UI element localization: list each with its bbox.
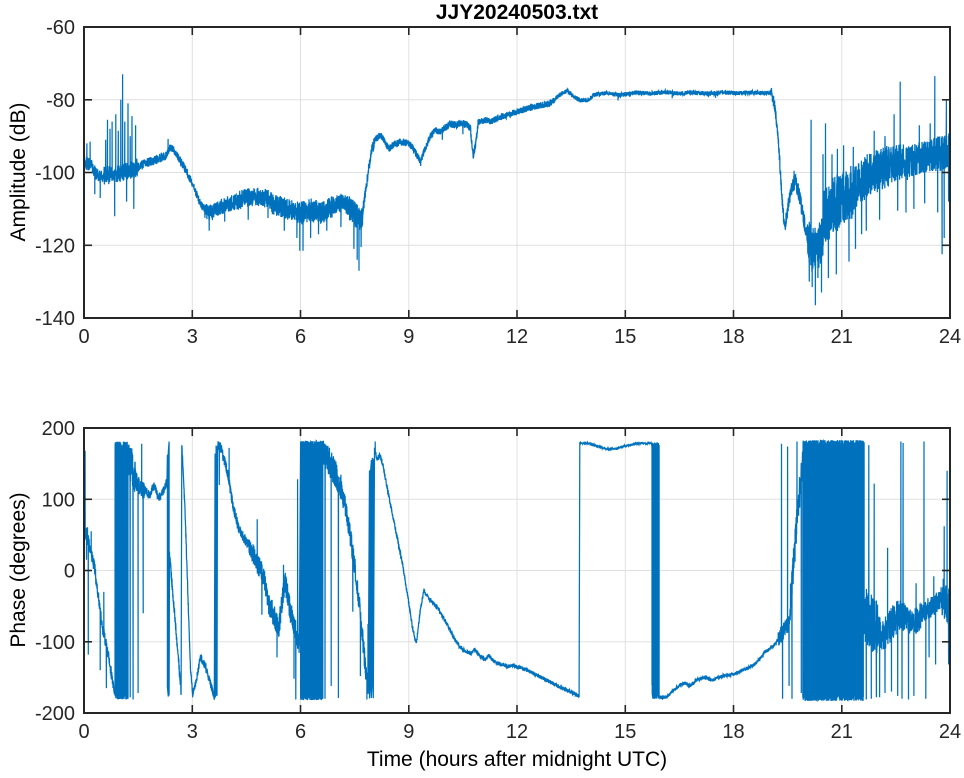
x-tick-label: 6 <box>295 326 306 348</box>
x-tick-label: 18 <box>722 721 744 743</box>
y-tick-label: -200 <box>35 703 75 725</box>
x-tick-label: 15 <box>614 326 636 348</box>
x-tick-label: 9 <box>403 326 414 348</box>
amplitude-series-line <box>83 74 951 306</box>
y-tick-label: -80 <box>46 90 75 112</box>
phase-axis-label: Phase (degrees) <box>7 492 30 648</box>
x-tick-label: 12 <box>506 326 528 348</box>
y-tick-label: 0 <box>64 561 75 583</box>
x-tick-label: 3 <box>187 326 198 348</box>
x-tick-label: 24 <box>939 326 961 348</box>
x-tick-label: 12 <box>506 721 528 743</box>
phase-series-line <box>83 438 951 703</box>
x-tick-label: 6 <box>295 721 306 743</box>
x-tick-label: 21 <box>831 721 853 743</box>
chart-title: JJY20240503.txt <box>435 1 599 24</box>
time-axis-label: Time (hours after midnight UTC) <box>366 748 668 771</box>
x-tick-label: 15 <box>614 721 636 743</box>
amplitude-axis-label: Amplitude (dB) <box>7 102 30 242</box>
y-tick-label: 200 <box>42 418 75 440</box>
x-tick-label: 18 <box>722 326 744 348</box>
y-tick-label: -60 <box>46 17 75 39</box>
y-tick-label: -100 <box>35 163 75 185</box>
x-tick-label: 0 <box>78 326 89 348</box>
y-tick-label: -100 <box>35 632 75 654</box>
x-tick-label: 3 <box>187 721 198 743</box>
x-tick-label: 21 <box>831 326 853 348</box>
x-tick-label: 0 <box>78 721 89 743</box>
y-tick-label: -120 <box>35 235 75 257</box>
x-tick-label: 9 <box>403 721 414 743</box>
y-tick-label: -140 <box>35 308 75 330</box>
x-tick-label: 24 <box>939 721 961 743</box>
y-tick-label: 100 <box>42 489 75 511</box>
